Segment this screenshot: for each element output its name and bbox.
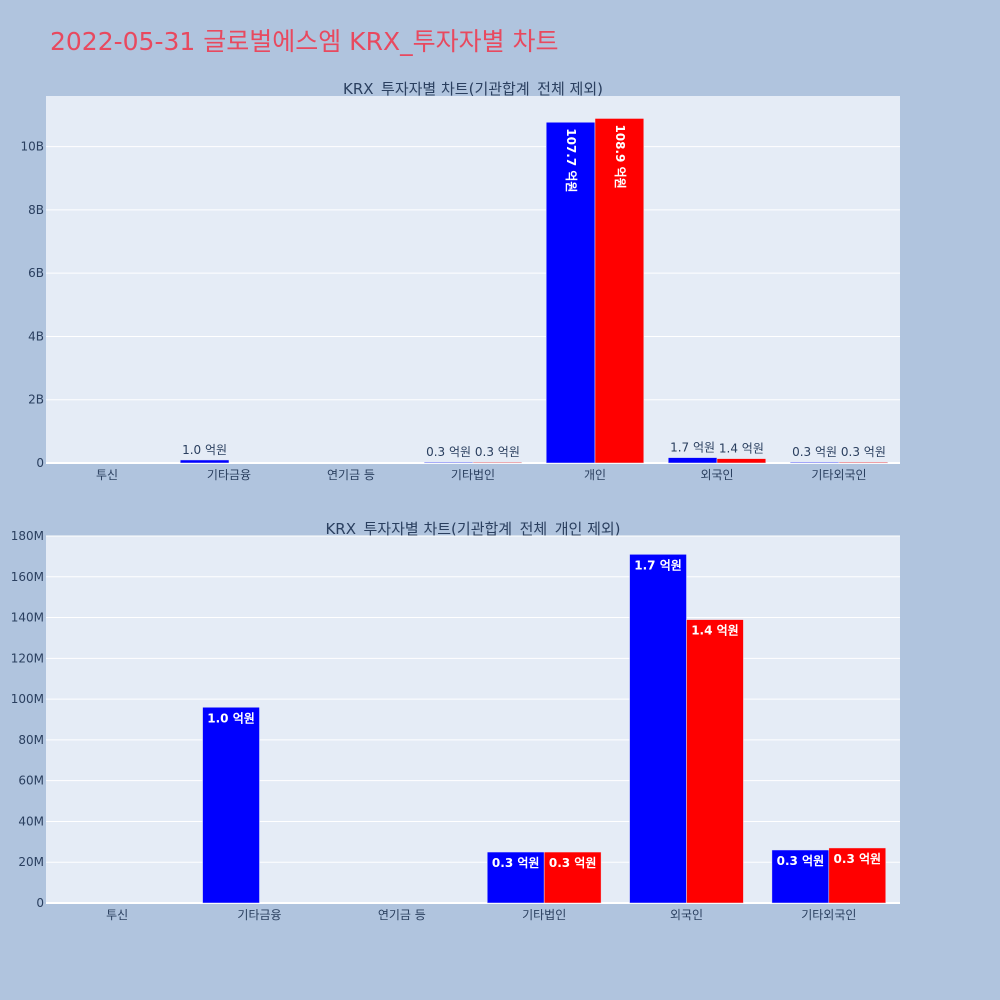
x-tick-label: 연기금 등 xyxy=(378,908,426,922)
chart-title: KRX_투자자별 차트(기관합계_전체_개인 제외) xyxy=(325,520,620,539)
data-label: 1.0 억원 xyxy=(207,711,255,725)
x-tick-label: 외국인 xyxy=(670,908,703,922)
bar xyxy=(667,457,718,464)
y-tick-label: 160M xyxy=(11,570,44,584)
bar xyxy=(472,461,523,464)
y-tick-label: 20M xyxy=(18,855,44,869)
data-label: 0.3 억원 xyxy=(841,445,886,459)
x-tick-label: 투신 xyxy=(96,468,118,482)
data-label: 0.3 억원 xyxy=(475,445,520,459)
y-tick-label: 0 xyxy=(36,896,44,910)
data-label: 0.3 억원 xyxy=(549,856,597,870)
data-label: 1.0 억원 xyxy=(182,443,227,457)
data-label: 1.7 억원 xyxy=(634,558,682,572)
bar xyxy=(716,458,767,464)
data-label: 0.3 억원 xyxy=(777,854,825,868)
data-label: 1.7 억원 xyxy=(670,441,715,455)
bar xyxy=(423,461,474,464)
x-tick-label: 기타금융 xyxy=(207,468,251,482)
y-tick-label: 0 xyxy=(36,456,44,470)
y-tick-label: 180M xyxy=(11,529,44,543)
x-tick-label: 기타법인 xyxy=(522,908,566,922)
page-title: 2022-05-31 글로벌에스엠 KRX_투자자별 차트 xyxy=(50,27,559,56)
bar xyxy=(686,619,744,904)
bar xyxy=(828,847,887,904)
bar xyxy=(629,554,687,904)
data-label: 1.4 억원 xyxy=(691,624,739,638)
data-label: 107.7 억원 xyxy=(564,128,578,192)
y-tick-label: 140M xyxy=(11,611,44,625)
data-label: 1.4 억원 xyxy=(719,442,764,456)
bar xyxy=(789,461,840,464)
x-tick-label: 투신 xyxy=(106,908,128,922)
plot-area xyxy=(46,536,900,903)
bar xyxy=(545,122,596,464)
data-label: 0.3 억원 xyxy=(492,856,540,870)
bar xyxy=(838,461,889,464)
y-tick-label: 40M xyxy=(18,814,44,828)
x-tick-label: 기타법인 xyxy=(451,468,495,482)
plot-area xyxy=(46,96,900,463)
bar xyxy=(202,707,260,904)
data-label: 0.3 억원 xyxy=(834,852,882,866)
x-tick-label: 기타외국인 xyxy=(801,908,856,922)
bar xyxy=(543,851,602,904)
x-tick-label: 기타외국인 xyxy=(811,468,866,482)
y-tick-label: 4B xyxy=(28,329,44,343)
x-tick-label: 개인 xyxy=(584,468,606,482)
chart-bottom: KRX_투자자별 차트(기관합계_전체_개인 제외) 0 20M 40M 60M 80M 1… xyxy=(11,520,900,922)
data-label: 0.3 억원 xyxy=(426,445,471,459)
chart-top: KRX_투자자별 차트(기관합계_전체 제외) 0 2B 4B 6B 8B 10B 투신 기타금… xyxy=(20,80,900,482)
chart-title: KRX_투자자별 차트(기관합계_전체 제외) xyxy=(343,80,603,99)
y-tick-label: 2B xyxy=(28,393,44,407)
x-tick-label: 외국인 xyxy=(700,468,733,482)
bar xyxy=(594,118,645,464)
y-tick-label: 80M xyxy=(18,733,44,747)
x-tick-label: 연기금 등 xyxy=(327,468,375,482)
y-tick-label: 8B xyxy=(28,203,44,217)
y-tick-label: 100M xyxy=(11,692,44,706)
bar xyxy=(179,459,230,464)
bar xyxy=(486,851,545,904)
y-tick-label: 10B xyxy=(20,140,44,154)
x-tick-label: 기타금융 xyxy=(237,908,281,922)
y-tick-label: 60M xyxy=(18,774,44,788)
data-label: 0.3 억원 xyxy=(792,445,837,459)
y-tick-label: 6B xyxy=(28,266,44,280)
data-label: 108.9 억원 xyxy=(613,124,627,188)
y-tick-label: 120M xyxy=(11,651,44,665)
bar xyxy=(771,849,830,904)
